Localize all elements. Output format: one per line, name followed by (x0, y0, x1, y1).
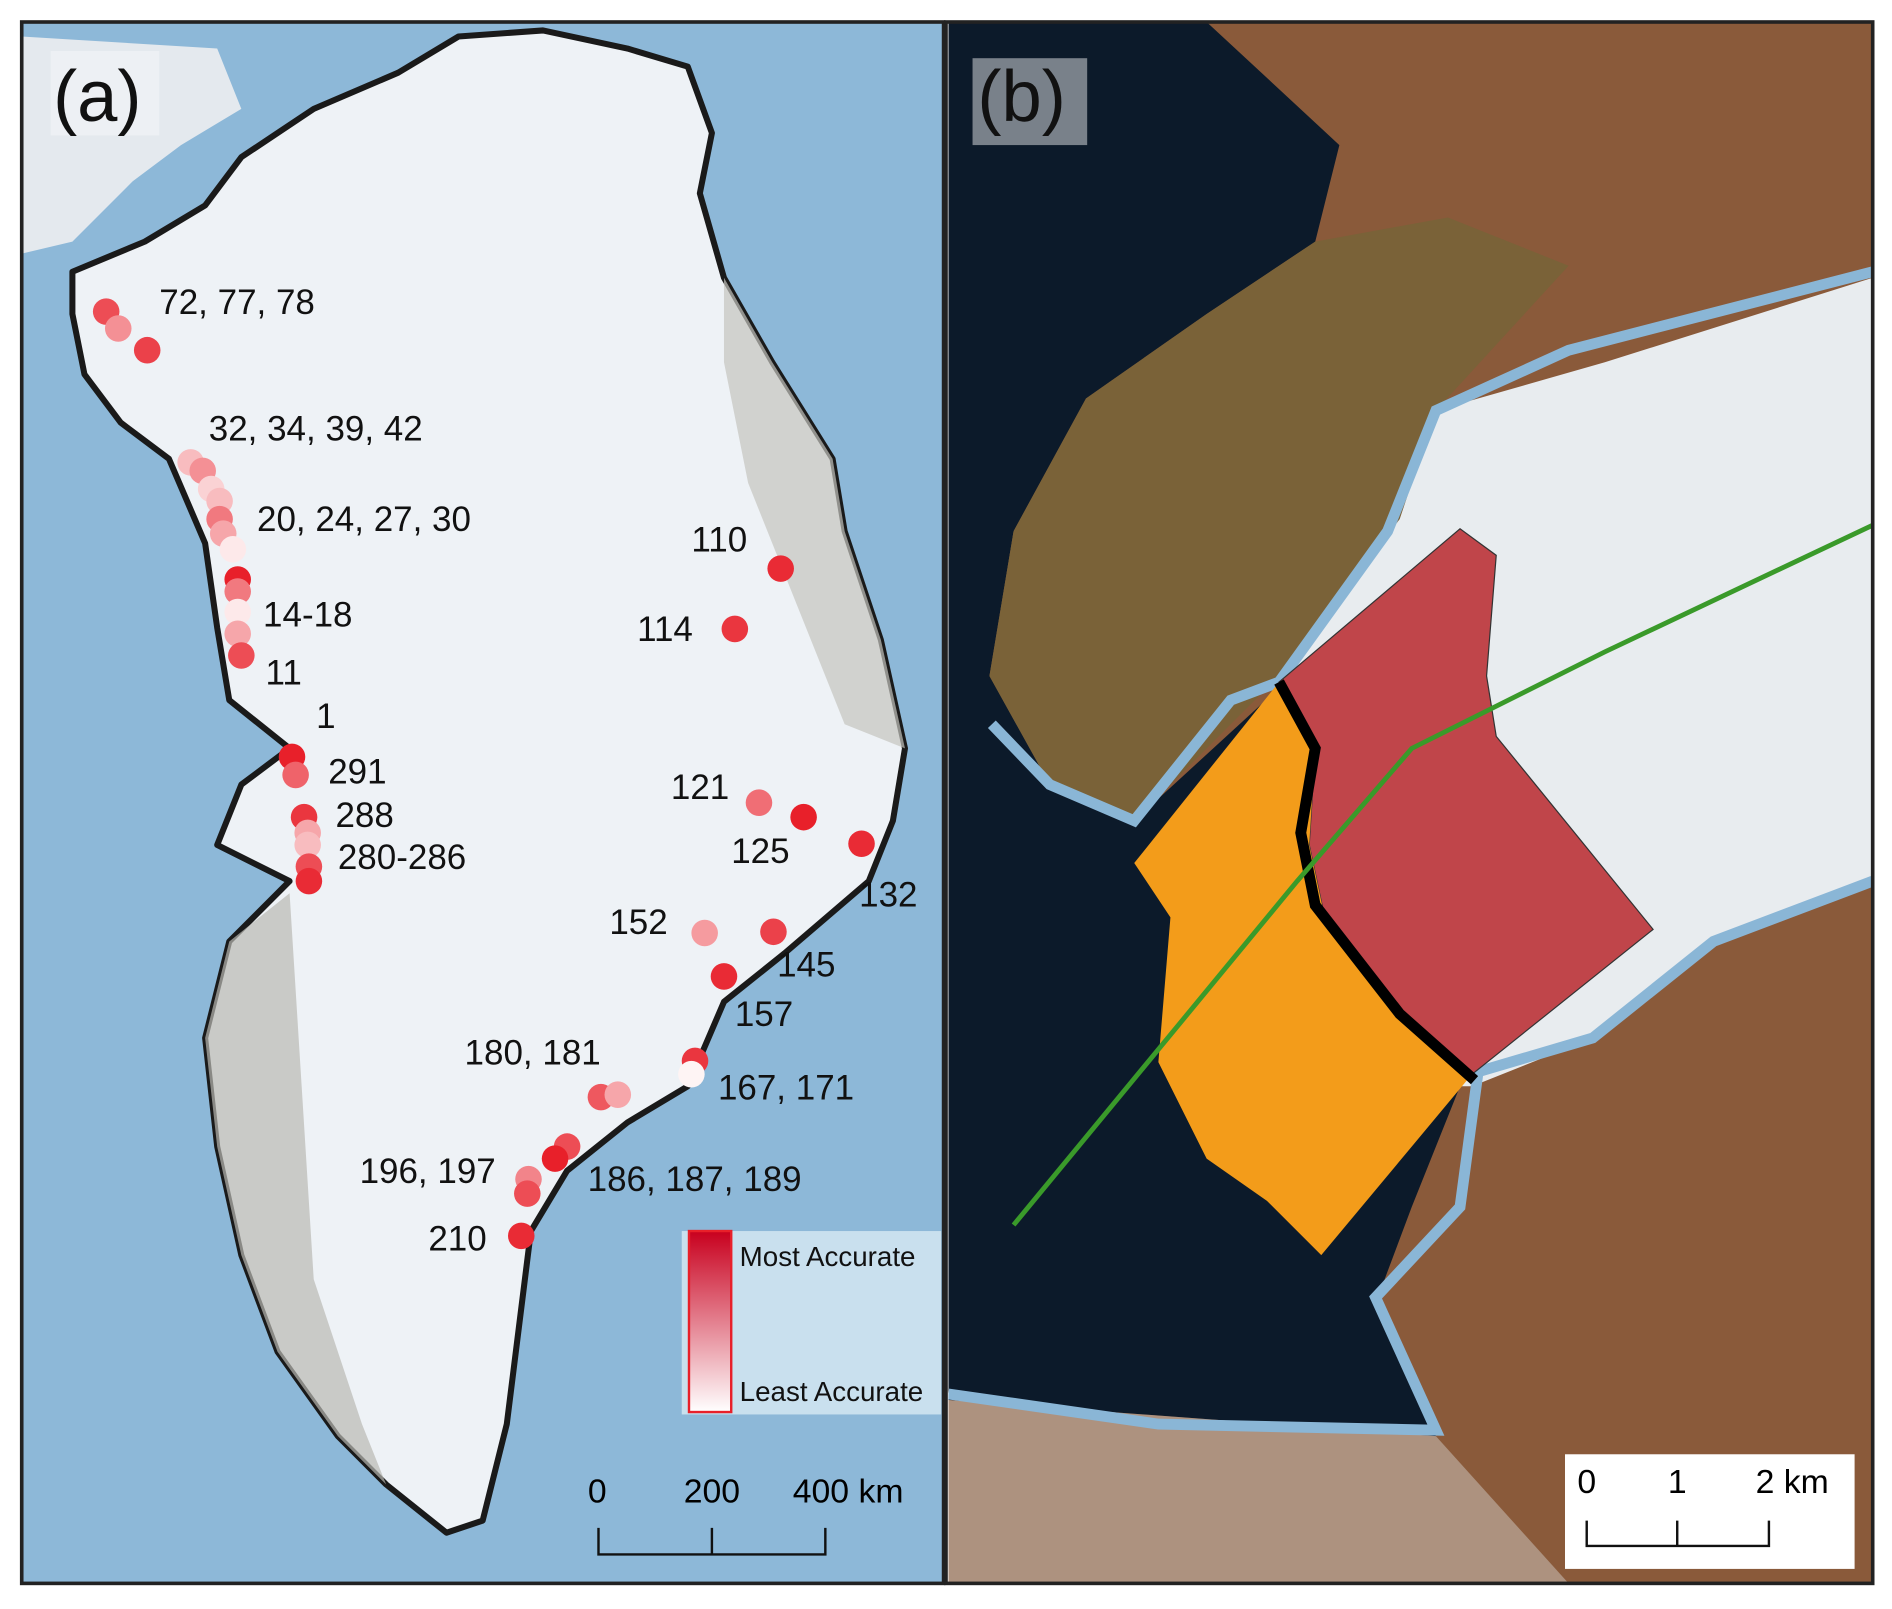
site-label: 11 (265, 653, 301, 692)
coastal-rock-sw (205, 893, 387, 1485)
site-marker (282, 761, 309, 789)
site-label: 152 (609, 903, 667, 942)
site-label: 145 (777, 945, 835, 984)
scale-b-tick: 0 (1577, 1463, 1596, 1501)
site-marker (691, 919, 718, 947)
site-marker (295, 867, 323, 895)
site-marker (514, 1180, 541, 1207)
land-texture-nw (989, 217, 1569, 821)
site-label: 180, 181 (465, 1034, 601, 1073)
ellesmere-island (21, 36, 242, 254)
site-marker (790, 803, 817, 831)
site-label: 167, 171 (718, 1069, 854, 1108)
legend-color-bar (687, 1229, 733, 1414)
panel-b-label-bg (972, 58, 1088, 146)
site-label: 196, 197 (360, 1152, 496, 1191)
site-marker (848, 830, 875, 857)
site-label: 157 (735, 995, 793, 1034)
site-marker (721, 615, 749, 643)
panel-a-label-bg (50, 50, 160, 136)
scale-b-tick: 2 km (1756, 1463, 1829, 1501)
scale-bar-a: 0 200 400 km (588, 1473, 904, 1556)
site-marker (224, 598, 251, 626)
panel-a-map (21, 21, 944, 1584)
site-marker (604, 1081, 632, 1108)
site-marker (224, 620, 251, 648)
site-marker (228, 642, 255, 669)
site-label: 110 (691, 521, 747, 560)
site-label: 132 (859, 875, 917, 914)
site-marker (710, 963, 738, 990)
site-marker (767, 555, 794, 582)
scale-bar-b: 0 1 2 km (1565, 1454, 1855, 1569)
site-label: 20, 24, 27, 30 (257, 500, 471, 539)
panel-a-label: (a) (53, 56, 141, 137)
site-marker (507, 1222, 535, 1250)
orange-area (1134, 682, 1473, 1256)
panel-b-map (948, 21, 1873, 1584)
flowline (1011, 522, 1873, 1227)
legend-top-label: Most Accurate (740, 1241, 916, 1272)
site-marker (224, 578, 251, 605)
scale-a-tick: 400 km (793, 1473, 904, 1511)
site-label: 121 (671, 768, 729, 807)
red-area (1278, 528, 1654, 1075)
site-label: 32, 34, 39, 42 (209, 410, 423, 449)
site-label: 114 (637, 610, 693, 649)
site-label: 210 (428, 1219, 486, 1258)
site-marker (133, 336, 161, 364)
site-label: 280-286 (338, 838, 466, 877)
site-marker (678, 1060, 705, 1088)
land-snow-s (948, 1399, 1569, 1584)
site-label: 186, 187, 189 (588, 1160, 802, 1199)
site-label: 72, 77, 78 (159, 283, 315, 322)
accuracy-legend: Most Accurate Least Accurate (681, 1229, 942, 1415)
panel-b-label: (b) (977, 56, 1065, 137)
site-marker (760, 918, 787, 946)
site-label: 1 (316, 697, 335, 736)
site-markers (92, 298, 875, 1250)
site-marker (219, 536, 247, 563)
scale-a-tick: 0 (588, 1473, 607, 1511)
site-label: 14-18 (263, 596, 352, 635)
site-labels: 72, 77, 78 32, 34, 39, 42 20, 24, 27, 30 14… (159, 283, 917, 1258)
site-label: 291 (328, 752, 386, 791)
coastal-rock-e (723, 277, 905, 749)
site-marker (541, 1145, 569, 1172)
site-label: 288 (335, 796, 393, 835)
site-marker (745, 789, 773, 816)
site-label: 125 (731, 832, 789, 871)
scale-b-tick: 1 (1668, 1463, 1687, 1501)
scale-a-tick: 200 (684, 1473, 740, 1511)
site-marker (294, 831, 321, 859)
site-marker (104, 315, 132, 342)
legend-bottom-label: Least Accurate (740, 1376, 924, 1407)
